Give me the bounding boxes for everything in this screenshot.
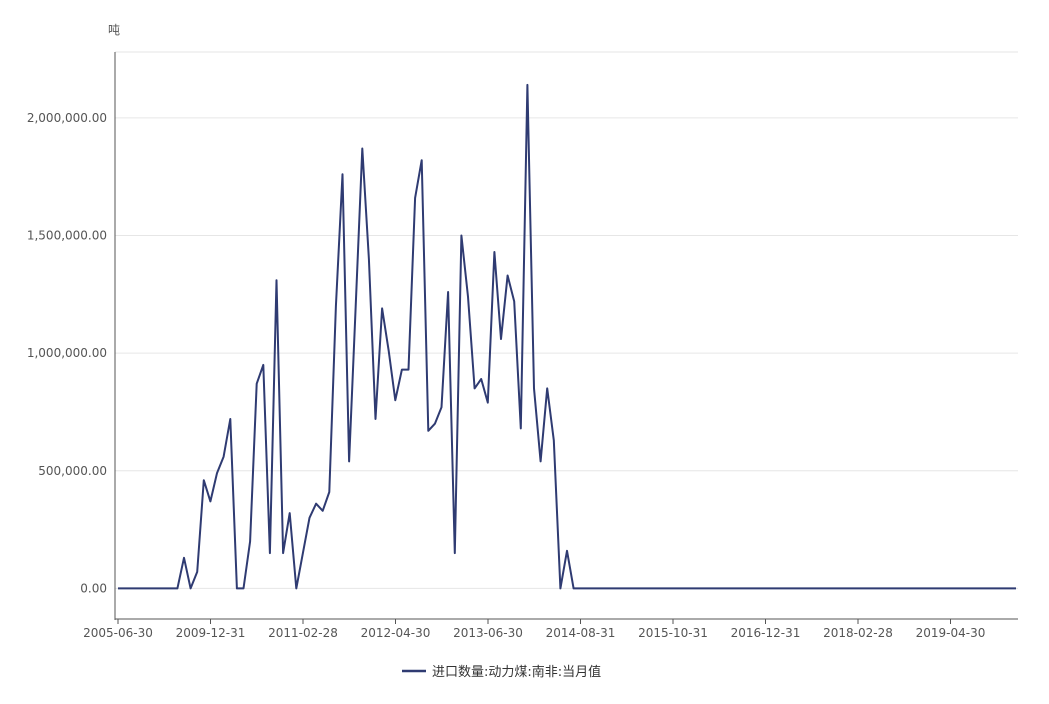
x-tick-label: 2016-12-31: [731, 626, 801, 640]
legend-label: 进口数量:动力煤:南非:当月值: [432, 664, 601, 680]
y-tick-label: 500,000.00: [38, 464, 107, 478]
x-tick-label: 2019-04-30: [916, 626, 986, 640]
y-tick-label: 1,500,000.00: [27, 229, 107, 243]
x-tick-label: 2014-08-31: [546, 626, 616, 640]
y-axis-ticks: 0.00 500,000.00 1,000,000.00 1,500,000.00 2,…: [27, 111, 107, 596]
x-tick-label: 2012-04-30: [361, 626, 431, 640]
x-tick-label: 2015-10-31: [638, 626, 708, 640]
x-tick-label: 2013-06-30: [453, 626, 523, 640]
y-tick-label: 1,000,000.00: [27, 346, 107, 360]
y-tick-label: 0.00: [80, 581, 107, 595]
x-tick-label: 2009-12-31: [176, 626, 246, 640]
series-layer: [118, 83, 1016, 590]
series-line-0: [118, 83, 1016, 590]
x-axis-ticks: 2005-06-30 2009-12-31 2011-02-28 2012-04-30…: [83, 619, 985, 640]
x-tick-label: 2018-02-28: [823, 626, 893, 640]
grid-lines: [115, 51, 1018, 589]
x-tick-label: 2005-06-30: [83, 626, 153, 640]
y-axis-unit-label: 吨: [108, 23, 120, 37]
y-tick-label: 2,000,000.00: [27, 111, 107, 125]
legend[interactable]: 进口数量:动力煤:南非:当月值: [402, 664, 601, 680]
x-tick-label: 2011-02-28: [268, 626, 338, 640]
